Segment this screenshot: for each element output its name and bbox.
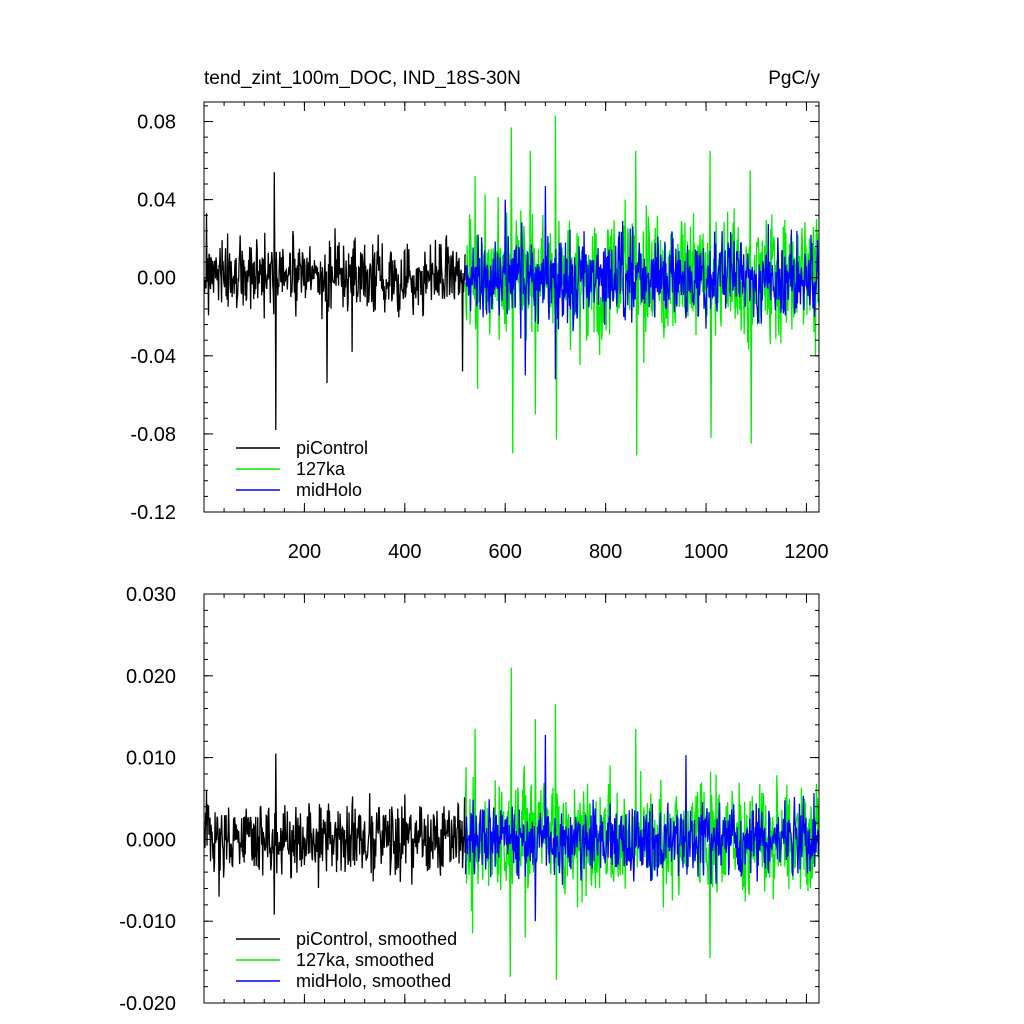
units-label: PgC/y bbox=[768, 68, 820, 89]
series-group bbox=[203, 667, 820, 981]
y-tick-label: -0.04 bbox=[130, 346, 176, 368]
y-tick-label: 0.000 bbox=[126, 829, 176, 851]
bottom-panel: -0.020 -0.010 0.000 0.010 0.020 0.030 piContr… bbox=[119, 584, 820, 1015]
chart-title: tend_zint_100m_DOC, IND_18S-30N bbox=[204, 68, 521, 89]
series-line-127ka-smoothed bbox=[464, 667, 820, 981]
x-tick-label: 1200 bbox=[784, 541, 829, 563]
y-tick-label: 0.04 bbox=[137, 190, 176, 212]
y-tick-label: 0.010 bbox=[126, 748, 176, 770]
top-panel: tend_zint_100m_DOC, IND_18S-30N PgC/y -0… bbox=[130, 68, 828, 563]
legend-label: midHolo, smoothed bbox=[296, 971, 451, 991]
x-tick-label: 200 bbox=[288, 541, 321, 563]
legend-label: midHolo bbox=[296, 480, 362, 500]
y-tick-label: 0.08 bbox=[137, 112, 176, 134]
legend-label: piControl bbox=[296, 438, 368, 458]
y-tick-label: -0.010 bbox=[119, 911, 176, 933]
axis-ticks: -0.12 -0.08 -0.04 0.00 0.04 0.08 200 400 600 800 1… bbox=[130, 102, 829, 563]
axis-ticks: -0.020 -0.010 0.000 0.010 0.020 0.030 bbox=[119, 584, 819, 1015]
y-tick-label: 0.00 bbox=[137, 268, 176, 290]
series-line-midholo-smoothed bbox=[464, 734, 820, 922]
series-line-picontrol bbox=[203, 172, 466, 431]
legend-label: piControl, smoothed bbox=[296, 929, 457, 949]
plot-frame bbox=[203, 101, 820, 513]
x-tick-label: 600 bbox=[489, 541, 522, 563]
y-tick-label: 0.030 bbox=[126, 584, 176, 606]
x-tick-label: 400 bbox=[388, 541, 421, 563]
y-tick-label: -0.08 bbox=[130, 424, 176, 446]
x-tick-label: 800 bbox=[589, 541, 622, 563]
y-tick-label: -0.12 bbox=[130, 502, 176, 524]
plot-frame bbox=[203, 593, 820, 1004]
series-group bbox=[203, 115, 820, 456]
y-tick-label: 0.020 bbox=[126, 666, 176, 688]
y-tick-label: -0.020 bbox=[119, 993, 176, 1015]
series-line-midholo bbox=[464, 185, 820, 380]
x-tick-label: 1000 bbox=[684, 541, 729, 563]
legend-label: 127ka, smoothed bbox=[296, 950, 434, 970]
series-line-picontrol-smoothed bbox=[203, 753, 466, 915]
legend-label: 127ka bbox=[296, 459, 346, 479]
